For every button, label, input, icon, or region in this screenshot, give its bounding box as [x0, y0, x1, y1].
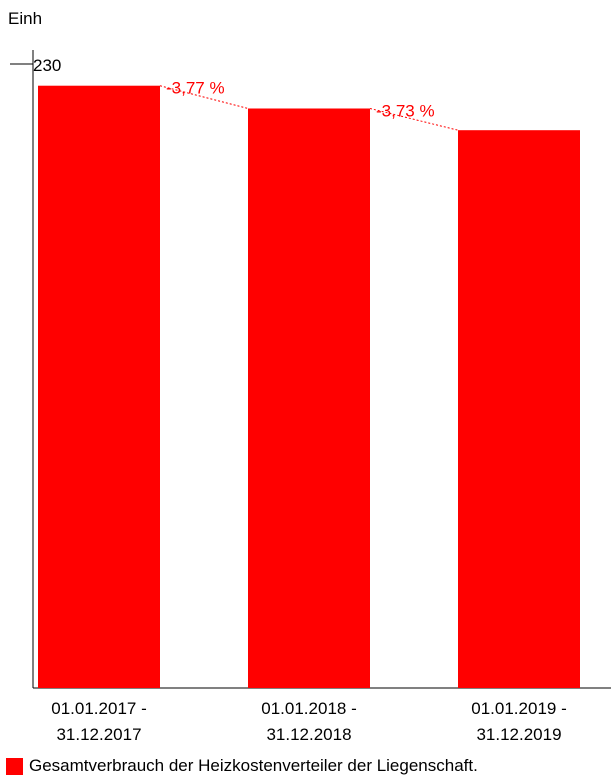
legend: Gesamtverbrauch der Heizkostenverteiler …: [6, 756, 478, 776]
bars-group: [38, 85, 580, 689]
x-tick-label-1-line-1: 01.01.2017 -: [51, 699, 146, 718]
change-label-2: -3,73 %: [376, 101, 435, 120]
legend-label: Gesamtverbrauch der Heizkostenverteiler …: [29, 756, 478, 775]
trend-line-1: [159, 85, 249, 109]
change-label-1: -3,77 %: [166, 79, 225, 98]
x-tick-label-2-line-1: 01.01.2018 -: [261, 699, 356, 718]
bar-3: [458, 130, 580, 689]
trend-lines-group: -3,77 % -3,73 %: [159, 79, 459, 131]
bar-1: [38, 85, 160, 688]
x-tick-label-1-line-2: 31.12.2017: [56, 725, 141, 744]
bar-2: [248, 108, 370, 689]
x-tick-label-3-line-1: 01.01.2019 -: [471, 699, 566, 718]
x-tick-label-2-line-2: 31.12.2018: [266, 725, 351, 744]
trend-line-2: [369, 108, 459, 131]
y-axis-label: Einh: [8, 9, 42, 28]
legend-swatch: [6, 757, 23, 775]
x-tick-label-3-line-2: 31.12.2019: [476, 725, 561, 744]
x-tick-labels-group: 01.01.2017 - 31.12.2017 01.01.2018 - 31.12.…: [51, 699, 566, 744]
y-axis-max-tick-label: 230: [33, 56, 61, 75]
